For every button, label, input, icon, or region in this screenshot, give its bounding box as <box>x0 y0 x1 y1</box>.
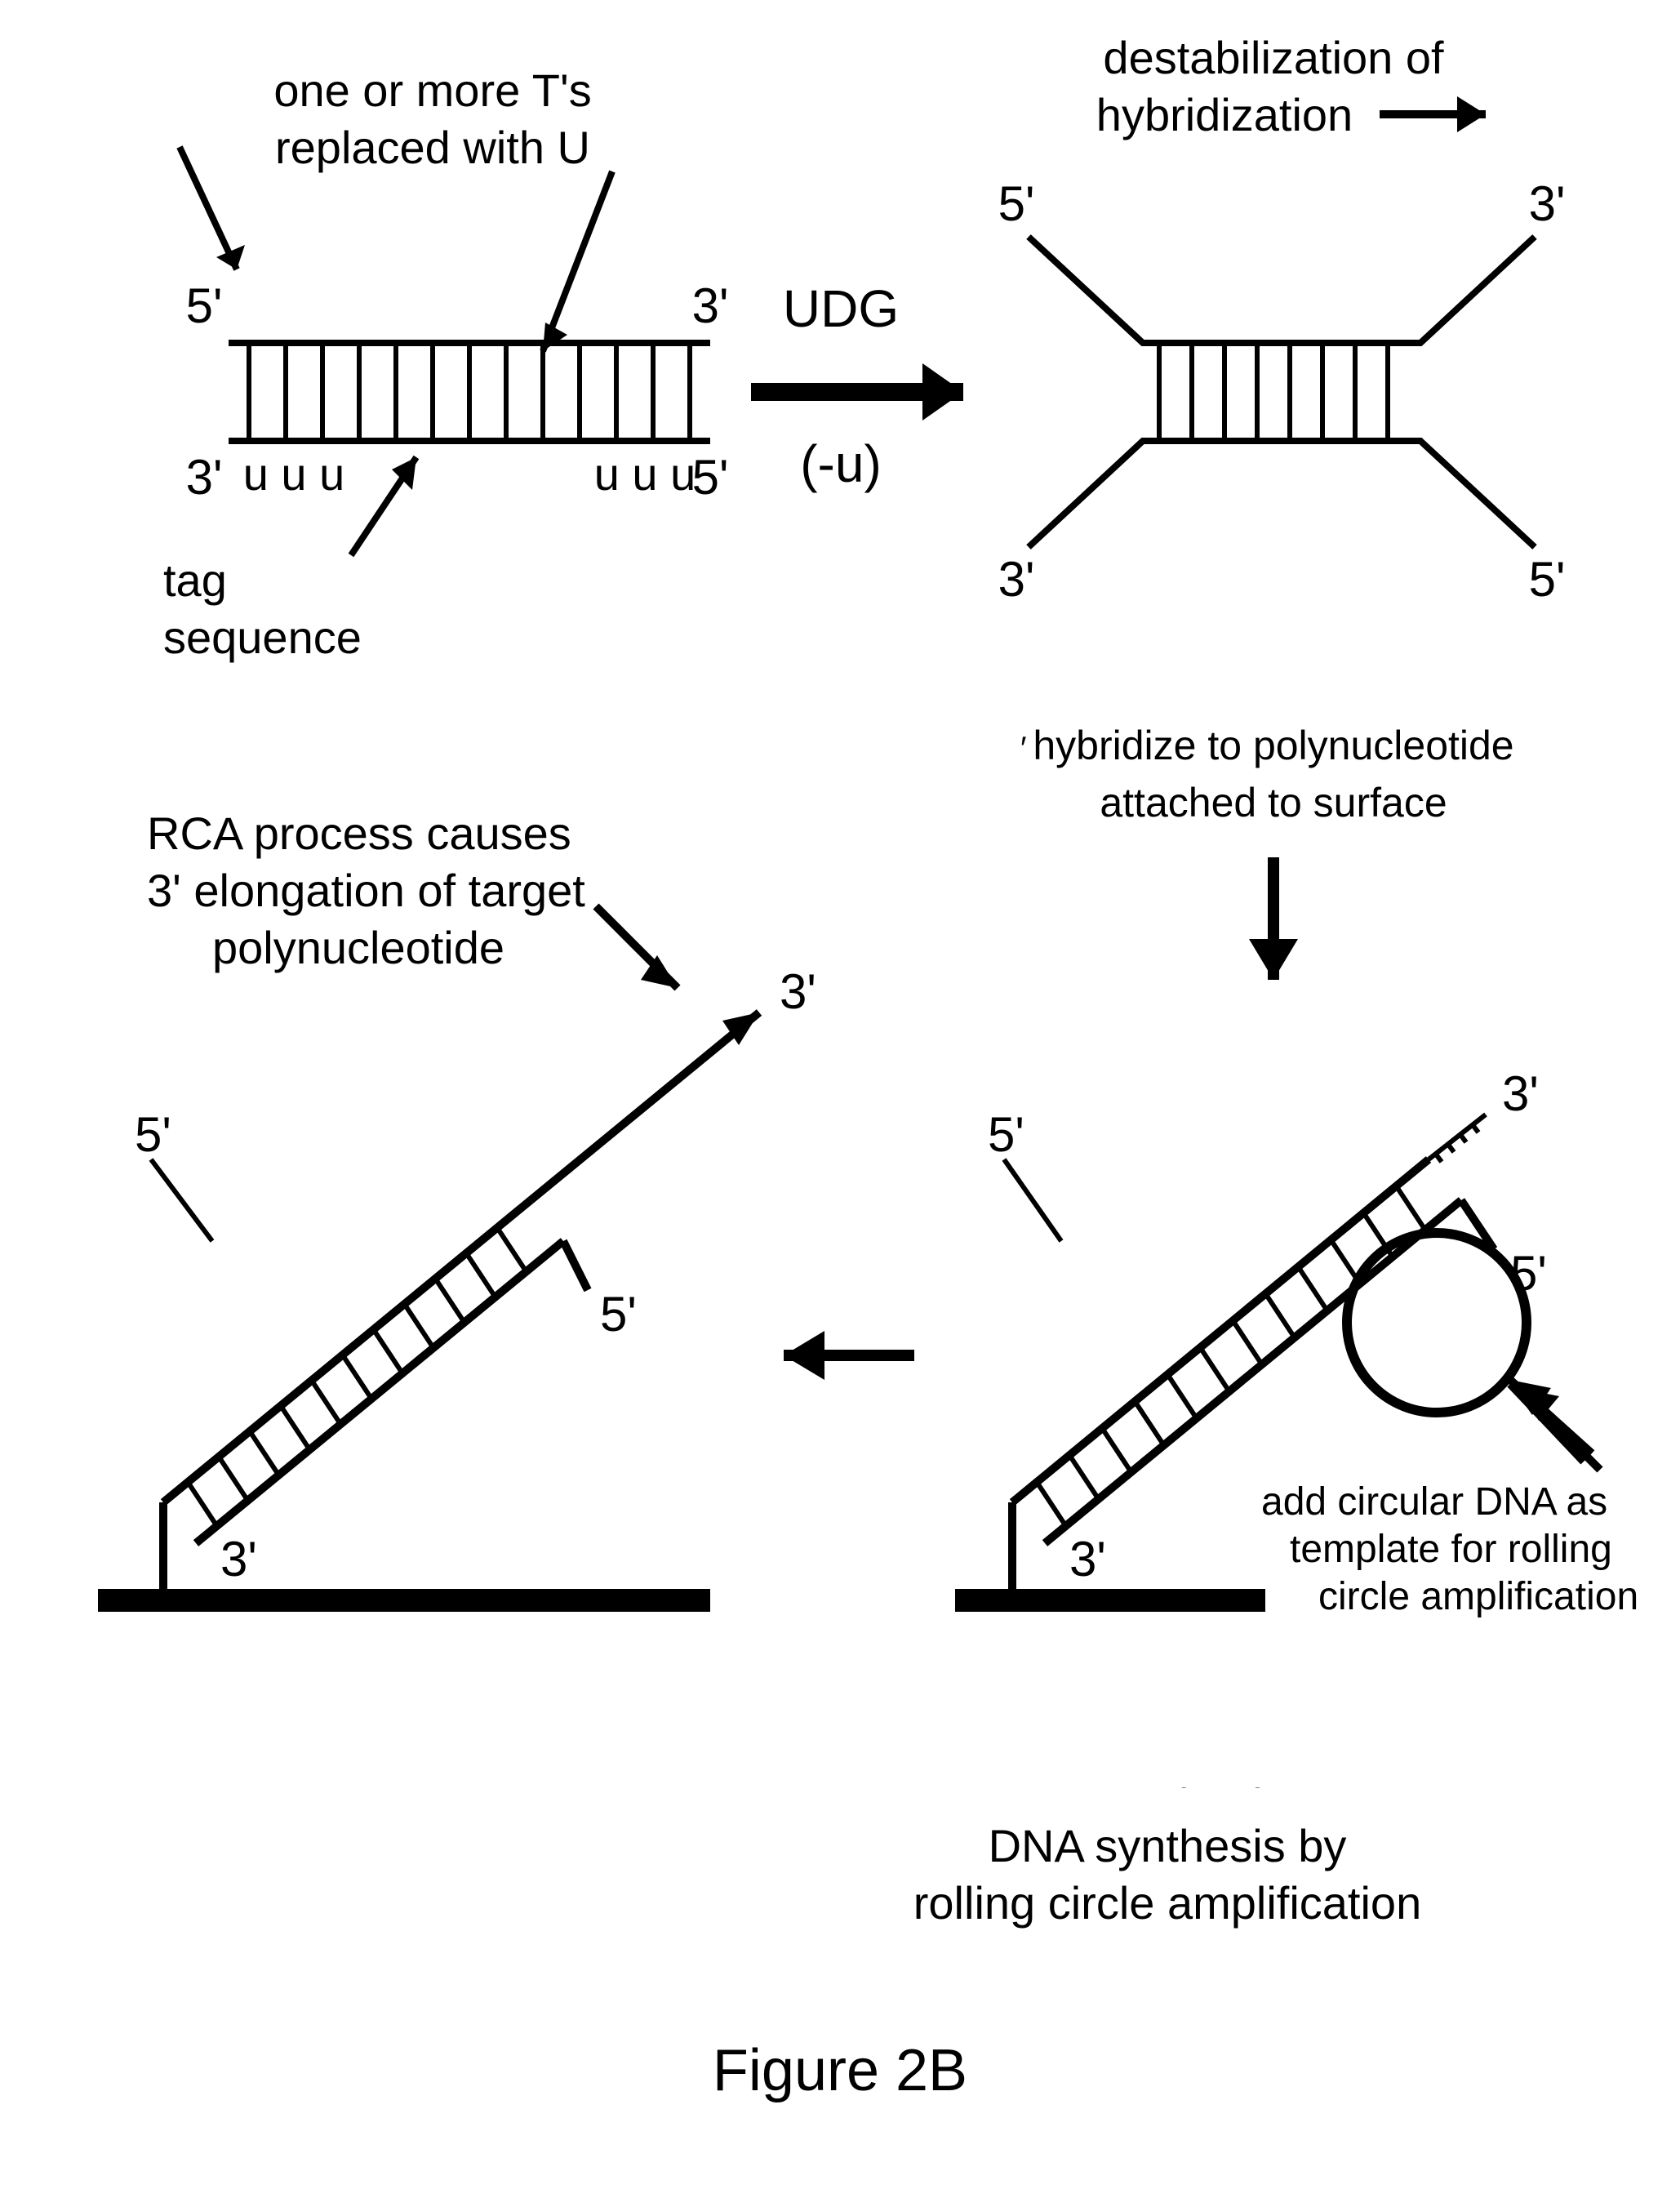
t-replaced-annotation: one or more T's replaced with U <box>180 65 612 351</box>
three-prime-label: 3' <box>220 1532 257 1586</box>
five-prime-label: 5' <box>692 450 729 505</box>
three-prime-label: 3' <box>186 450 223 505</box>
elongation: 3' elongation of target <box>147 865 585 916</box>
final-circ-1: add circular DNA as <box>1261 1480 1607 1524</box>
rca-annotation: RCA process causes 3' elongation of targ… <box>147 808 678 988</box>
t-replaced-text2: replaced with U <box>275 122 590 173</box>
five-prime-label: 5' <box>988 1107 1024 1162</box>
uuu-label: u u u <box>594 448 696 500</box>
hybridize-text: hybridize to polynucleotide <box>1033 723 1513 768</box>
three-prime-label: 3' <box>1502 1066 1539 1121</box>
rca-causes: RCA process causes <box>147 808 571 859</box>
three-prime-label: 3' <box>1529 176 1566 231</box>
five-prime-label: 5' <box>186 278 223 333</box>
five-prime-label: 5' <box>600 1287 637 1342</box>
tag-text: tag <box>163 554 227 606</box>
elongated-product: 5' 3' 3' 5' <box>98 964 816 1600</box>
attached-text: attached to surface <box>1100 780 1447 825</box>
three-prime-label: 3' <box>692 278 729 333</box>
hybrid-text: hybridization <box>1096 89 1353 140</box>
rca-text2: rolling circle amplification <box>913 1877 1421 1929</box>
minus-u-text: (-u) <box>800 434 882 493</box>
duplex-initial: 5' 3' 3' 5' u u u u u u <box>186 278 729 505</box>
final-circ-3: circle amplification <box>1318 1575 1638 1618</box>
three-prime-label: 3' <box>998 552 1035 607</box>
hybridize-step: hybridize to polynucleotide attached to … <box>1020 723 1514 980</box>
final-circ-2: template for rolling <box>1290 1528 1612 1571</box>
svg-text:′: ′ <box>1020 731 1027 767</box>
udg-text: UDG <box>783 279 899 338</box>
figure-title: Figure 2B <box>713 2038 967 2103</box>
duplex-destabilized: 5' 3' 3' 5' <box>998 176 1566 607</box>
destabilization-annotation: destabilization of hybridization <box>1096 32 1486 140</box>
t-replaced-text: one or more T's <box>273 65 591 116</box>
sequence-text: sequence <box>163 612 362 663</box>
rca-left-arrow <box>784 1331 914 1380</box>
polynucleotide: polynucleotide <box>212 922 504 973</box>
udg-arrow: UDG (-u) <box>751 279 963 493</box>
five-prime-label: 5' <box>998 176 1035 231</box>
three-prime-label: 3' <box>780 964 816 1019</box>
uuu-label: u u u <box>243 448 345 500</box>
five-prime-label: 5' <box>1510 1246 1547 1301</box>
diagram-svg: 5' 3' 3' 5' u u u u u u one or more T's … <box>0 0 1680 2207</box>
five-prime-label: 5' <box>135 1107 171 1162</box>
five-prime-label: 5' <box>1529 552 1566 607</box>
three-prime-label: 3' <box>1069 1532 1106 1586</box>
destab-text: destabilization of <box>1103 32 1444 83</box>
dna-synth2: DNA synthesis by <box>989 1820 1347 1871</box>
